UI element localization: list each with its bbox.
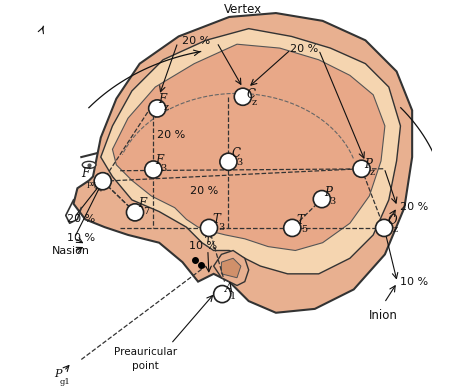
- Text: F: F: [138, 197, 146, 210]
- Ellipse shape: [82, 162, 96, 169]
- Polygon shape: [214, 250, 249, 285]
- Circle shape: [127, 204, 144, 221]
- Polygon shape: [112, 44, 385, 250]
- Text: pz: pz: [86, 180, 96, 187]
- Text: 20 %: 20 %: [190, 186, 218, 196]
- Text: z: z: [370, 168, 375, 177]
- Text: C: C: [232, 147, 240, 160]
- Text: 3: 3: [237, 158, 243, 167]
- Text: Vertex: Vertex: [224, 4, 262, 16]
- Circle shape: [201, 220, 218, 236]
- Text: Nasion: Nasion: [52, 246, 90, 256]
- Text: 20 %: 20 %: [182, 36, 210, 46]
- Polygon shape: [73, 13, 412, 313]
- Text: A: A: [225, 282, 233, 295]
- Text: 3: 3: [218, 223, 224, 232]
- Text: C: C: [247, 87, 256, 100]
- Text: 20 %: 20 %: [400, 202, 428, 212]
- Circle shape: [94, 172, 111, 190]
- Polygon shape: [221, 258, 241, 278]
- Text: P: P: [54, 369, 62, 379]
- Text: F: F: [158, 93, 166, 106]
- Text: Preauricular: Preauricular: [114, 347, 177, 358]
- Circle shape: [313, 191, 330, 208]
- Text: O: O: [387, 214, 397, 227]
- Circle shape: [234, 88, 251, 105]
- Text: 7: 7: [143, 207, 149, 216]
- Circle shape: [220, 153, 237, 170]
- Circle shape: [375, 220, 392, 236]
- Text: P: P: [365, 158, 373, 171]
- Text: 10 %: 10 %: [189, 241, 217, 251]
- Text: point: point: [132, 361, 159, 372]
- Circle shape: [214, 285, 231, 303]
- Text: 10 %: 10 %: [400, 278, 428, 287]
- Text: 10 %: 10 %: [66, 233, 95, 243]
- Text: T: T: [296, 214, 304, 227]
- Text: z: z: [392, 225, 397, 234]
- Text: 20 %: 20 %: [290, 44, 318, 54]
- Text: P: P: [324, 186, 332, 200]
- Circle shape: [284, 220, 301, 236]
- Text: 5: 5: [301, 225, 307, 234]
- Text: 20 %: 20 %: [66, 214, 95, 223]
- Text: 1: 1: [229, 292, 236, 301]
- Text: 3: 3: [160, 164, 166, 173]
- Text: Inion: Inion: [369, 309, 397, 322]
- Text: 3: 3: [329, 196, 336, 205]
- Text: z: z: [164, 103, 169, 112]
- Circle shape: [353, 160, 370, 177]
- Circle shape: [145, 161, 162, 178]
- Text: g1: g1: [59, 378, 70, 386]
- Text: T: T: [213, 213, 221, 226]
- Polygon shape: [101, 29, 401, 274]
- Text: F: F: [82, 167, 90, 180]
- Text: F: F: [155, 154, 164, 167]
- Circle shape: [149, 100, 166, 117]
- Text: z: z: [252, 98, 257, 107]
- Text: 20 %: 20 %: [157, 129, 186, 140]
